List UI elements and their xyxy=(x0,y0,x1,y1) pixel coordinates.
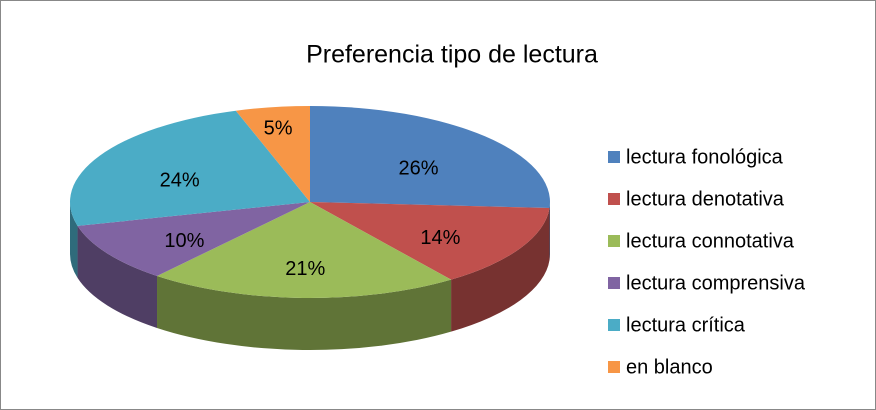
legend-label: lectura crítica xyxy=(626,314,746,336)
legend-label: lectura connotativa xyxy=(626,230,795,252)
data-label: 24% xyxy=(160,170,200,192)
pie-side xyxy=(157,275,452,350)
legend-swatch xyxy=(608,361,620,373)
legend-swatch xyxy=(608,319,620,331)
pie-slice xyxy=(77,202,310,276)
pie-slice xyxy=(310,202,550,280)
pie-slice xyxy=(235,106,310,202)
legend-label: lectura fonológica xyxy=(626,146,784,168)
pie-slice xyxy=(310,106,550,209)
legend-swatch xyxy=(608,193,620,205)
legend-swatch xyxy=(608,235,620,247)
legend-label: lectura comprensiva xyxy=(626,272,806,294)
data-label: 21% xyxy=(285,258,325,280)
data-label: 26% xyxy=(398,158,438,180)
data-label: 14% xyxy=(420,227,460,249)
legend-label: en blanco xyxy=(626,356,713,378)
chart-title: Preferencia tipo de lectura xyxy=(306,41,598,69)
pie-side xyxy=(451,208,550,332)
legend-label: lectura denotativa xyxy=(626,188,785,210)
pie-side xyxy=(77,225,158,328)
pie-slice xyxy=(157,202,452,298)
data-label: 5% xyxy=(264,118,293,140)
pie-side xyxy=(70,202,78,278)
legend-swatch xyxy=(608,151,620,163)
pie-slice xyxy=(69,110,310,226)
legend-swatch xyxy=(608,277,620,289)
pie: 26% 14% 21% 10% 24% 5% xyxy=(69,106,550,350)
data-label: 10% xyxy=(164,230,204,252)
legend: lectura fonológica lectura denotativa lect… xyxy=(608,146,806,378)
